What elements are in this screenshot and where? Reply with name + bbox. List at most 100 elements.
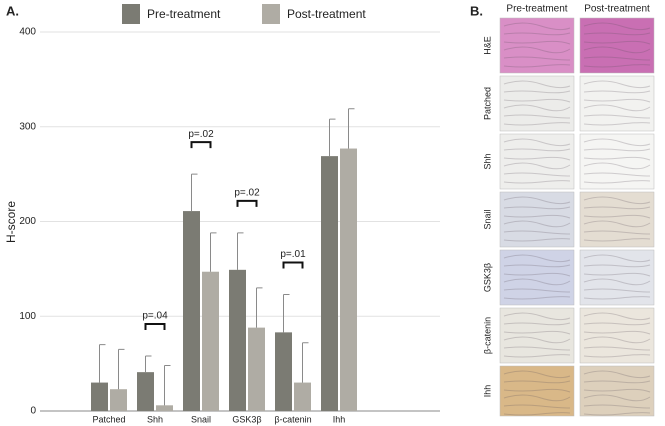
tissue-texture (503, 370, 571, 379)
histology-image (499, 75, 575, 132)
tissue-texture (583, 138, 651, 147)
bar (156, 405, 173, 411)
tissue-texture (503, 148, 571, 152)
error-bar (237, 232, 244, 270)
tissue-texture (503, 206, 571, 210)
tissue-texture (503, 114, 571, 119)
bar (202, 271, 219, 411)
histology-image (579, 307, 655, 364)
tissue-texture (503, 214, 571, 219)
tissue-texture (583, 354, 651, 358)
y-tick-label: 0 (30, 406, 36, 417)
histology-image (579, 75, 655, 132)
tissue-texture (583, 104, 651, 112)
error-bar (329, 118, 336, 157)
tissue-texture (503, 238, 571, 242)
histology-image (499, 191, 575, 248)
tissue-texture (583, 40, 651, 45)
histology-image (579, 191, 655, 248)
tissue-texture (503, 98, 571, 103)
row-label: Ihh (482, 385, 492, 398)
x-tick-label: Shh (147, 414, 163, 424)
tissue-texture (503, 394, 571, 402)
histology-image (579, 249, 655, 306)
tissue-texture (503, 336, 571, 344)
error-bar (118, 348, 125, 390)
bar (110, 389, 127, 411)
annotation: p=.02 (234, 188, 260, 199)
bar (340, 148, 357, 412)
tissue-texture (503, 46, 571, 54)
row-label: Patched (482, 87, 492, 120)
tissue-texture (583, 288, 651, 293)
tissue-texture (503, 388, 571, 393)
tissue-texture (583, 238, 651, 242)
tissue-texture (503, 138, 571, 147)
error-bar (210, 232, 217, 272)
legend-label: Pre-treatment (147, 7, 221, 21)
annotation: p=.04 (142, 311, 168, 322)
tissue-texture (503, 162, 571, 170)
tissue-texture (503, 90, 571, 94)
tissue-texture (583, 278, 651, 286)
tissue-texture (583, 206, 651, 210)
tissue-texture (503, 56, 571, 61)
tissue-texture (583, 336, 651, 344)
significance-bracket (144, 323, 166, 331)
panel-label: B. (470, 3, 483, 18)
tissue-texture (503, 22, 571, 31)
tissue-texture (503, 122, 571, 126)
tissue-texture (503, 288, 571, 293)
tissue-texture (503, 64, 571, 68)
x-tick-label: Patched (92, 414, 125, 424)
legend-label: Post-treatment (287, 7, 366, 21)
tissue-texture (583, 22, 651, 31)
panel-label: A. (6, 3, 19, 18)
x-tick-label: β-catenin (274, 414, 311, 424)
tissue-texture (583, 80, 651, 89)
tissue-texture (583, 172, 651, 177)
tissue-texture (503, 272, 571, 277)
tissue-texture (583, 114, 651, 119)
tissue-texture (503, 278, 571, 286)
x-tick-label: GSK3β (232, 414, 261, 424)
tissue-texture (583, 296, 651, 300)
tissue-texture (583, 264, 651, 268)
tissue-texture (583, 394, 651, 402)
error-bar (99, 344, 106, 383)
x-tick-label: Ihh (333, 414, 346, 424)
bar (275, 332, 292, 411)
y-tick-label: 400 (19, 27, 36, 38)
tissue-texture (583, 32, 651, 36)
annotation: p=.01 (280, 249, 306, 260)
histology-image (579, 17, 655, 74)
bar (321, 156, 338, 411)
tissue-texture (583, 230, 651, 235)
histology-image (499, 17, 575, 74)
tissue-texture (503, 322, 571, 326)
column-header: Pre-treatment (506, 4, 567, 15)
tissue-texture (503, 196, 571, 205)
significance-bracket (190, 141, 212, 149)
tissue-texture (583, 412, 651, 416)
tissue-texture (503, 296, 571, 300)
error-bar (302, 342, 309, 383)
y-tick-label: 100 (19, 311, 36, 322)
tissue-texture (503, 40, 571, 45)
bar (137, 372, 154, 411)
tissue-texture (583, 122, 651, 126)
tissue-texture (503, 180, 571, 184)
significance-bracket (282, 261, 304, 269)
annotation: p=.02 (188, 129, 214, 140)
y-axis-label: H-score (4, 201, 18, 243)
row-label: Snail (482, 209, 492, 229)
tissue-texture (503, 254, 571, 263)
row-label: GSK3β (482, 263, 492, 292)
tissue-texture (583, 156, 651, 161)
tissue-texture (583, 214, 651, 219)
bar (183, 211, 200, 411)
error-bar (191, 173, 198, 212)
tissue-texture (583, 330, 651, 335)
tissue-texture (583, 46, 651, 54)
